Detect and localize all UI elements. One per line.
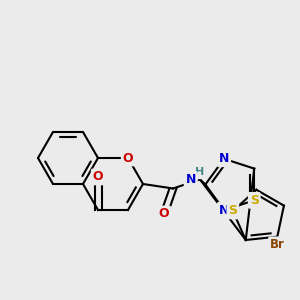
Text: Br: Br [270,238,285,251]
Text: O: O [93,170,103,184]
Text: N: N [219,204,229,217]
Text: O: O [123,152,133,164]
Text: S: S [228,205,237,218]
Text: S: S [250,194,259,207]
Text: N: N [186,173,196,186]
Text: H: H [195,167,205,178]
Text: N: N [219,152,229,165]
Text: O: O [159,208,169,220]
